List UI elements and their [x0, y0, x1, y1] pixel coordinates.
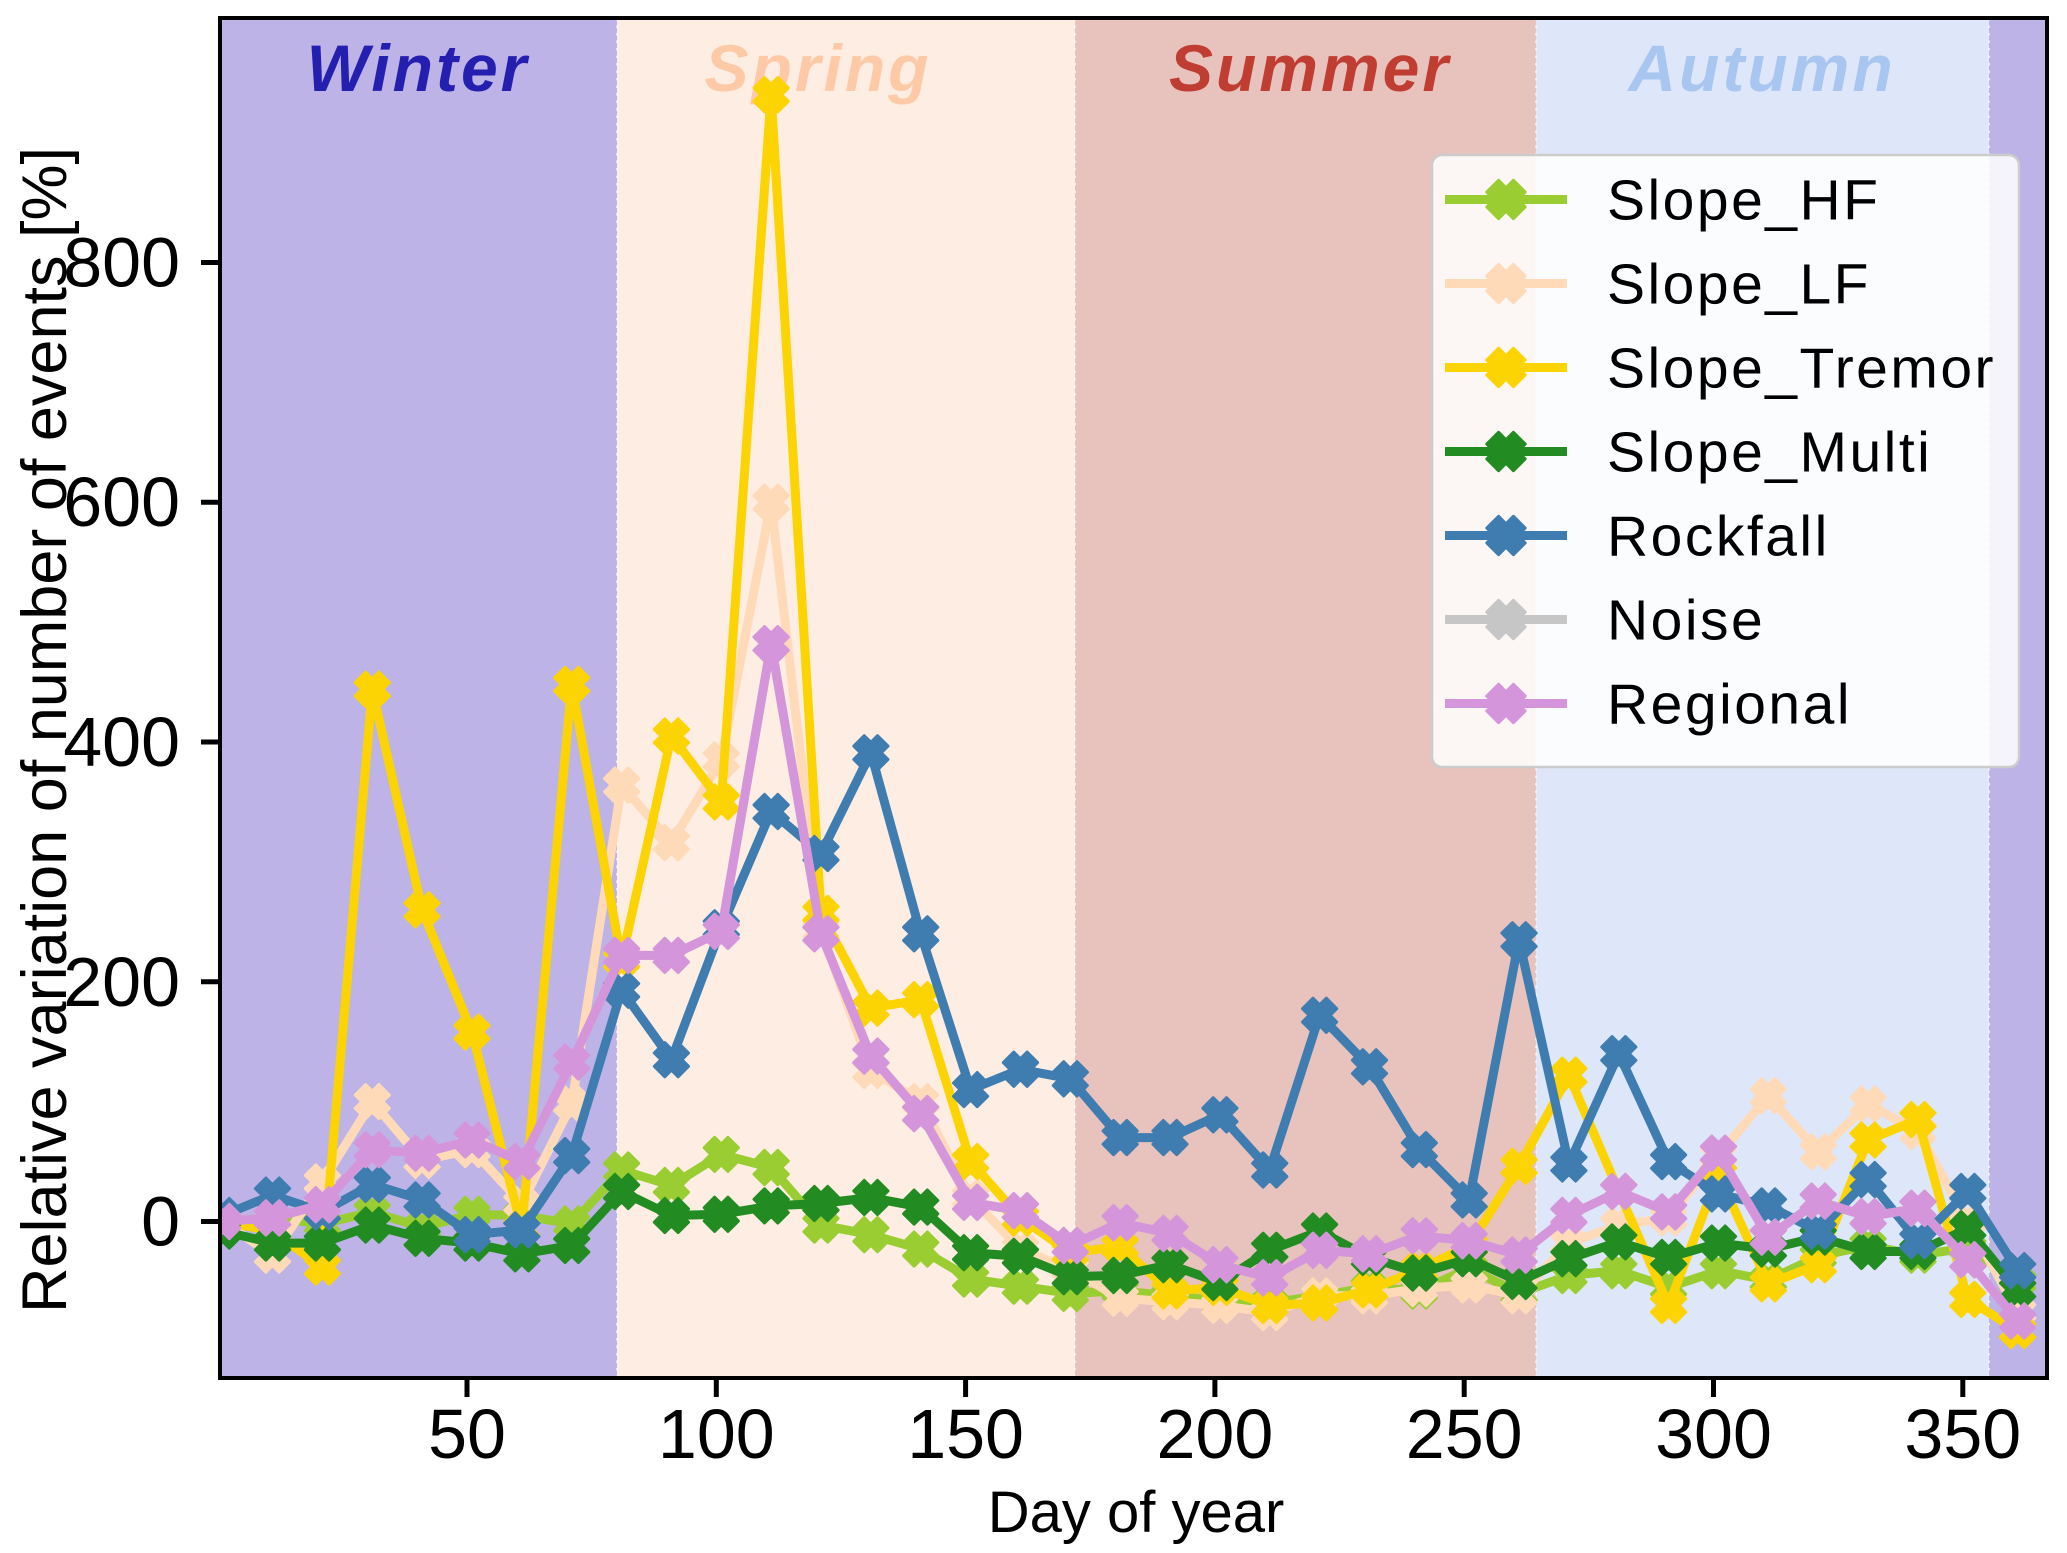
- svg-text:Regional: Regional: [1607, 673, 1852, 737]
- svg-text:Summer: Summer: [1169, 31, 1451, 105]
- svg-text:Spring: Spring: [705, 31, 932, 105]
- svg-text:250: 250: [1406, 1395, 1523, 1473]
- svg-text:800: 800: [63, 224, 180, 302]
- svg-text:Rockfall: Rockfall: [1607, 505, 1830, 569]
- svg-text:Slope_Multi: Slope_Multi: [1607, 421, 1932, 485]
- svg-text:150: 150: [907, 1395, 1024, 1473]
- svg-text:200: 200: [1157, 1395, 1274, 1473]
- svg-text:350: 350: [1904, 1395, 2021, 1473]
- svg-text:Slope_HF: Slope_HF: [1607, 169, 1880, 233]
- svg-text:400: 400: [63, 703, 180, 781]
- svg-text:0: 0: [141, 1183, 180, 1261]
- svg-text:Autumn: Autumn: [1626, 31, 1895, 105]
- svg-text:Relative variation of number o: Relative variation of number of events […: [10, 147, 80, 1313]
- svg-text:Noise: Noise: [1607, 589, 1765, 653]
- svg-text:Winter: Winter: [307, 31, 530, 105]
- svg-text:Slope_LF: Slope_LF: [1607, 253, 1871, 317]
- svg-text:300: 300: [1655, 1395, 1772, 1473]
- svg-text:50: 50: [428, 1395, 506, 1473]
- svg-text:Slope_Tremor: Slope_Tremor: [1607, 337, 1996, 401]
- svg-text:Day of year: Day of year: [988, 1480, 1285, 1545]
- svg-text:600: 600: [63, 463, 180, 541]
- svg-text:100: 100: [658, 1395, 775, 1473]
- svg-text:200: 200: [63, 943, 180, 1021]
